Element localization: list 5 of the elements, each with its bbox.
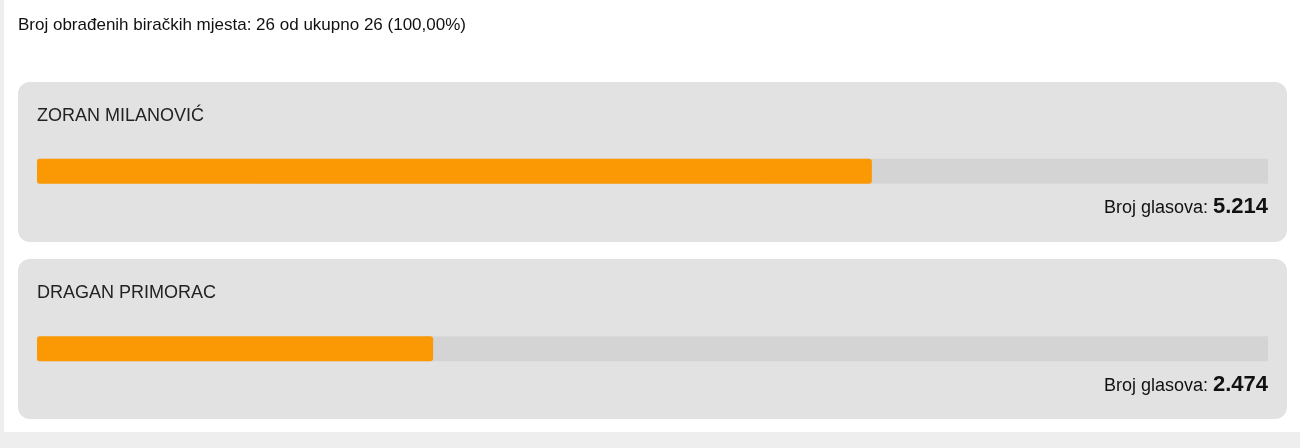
y-tick-label: DRAGAN PRIMORAC bbox=[37, 282, 217, 303]
data-label: Broj glasova: 5.214 bbox=[1103, 193, 1269, 219]
y-tick-label: ZORAN MILANOVIĆ bbox=[37, 103, 205, 125]
chart-title: Broj obrađenih biračkih mjesta: 26 od ukupno 26 (100,00%) bbox=[18, 15, 466, 35]
data-label: Broj glasova: 2.474 bbox=[1103, 370, 1269, 396]
